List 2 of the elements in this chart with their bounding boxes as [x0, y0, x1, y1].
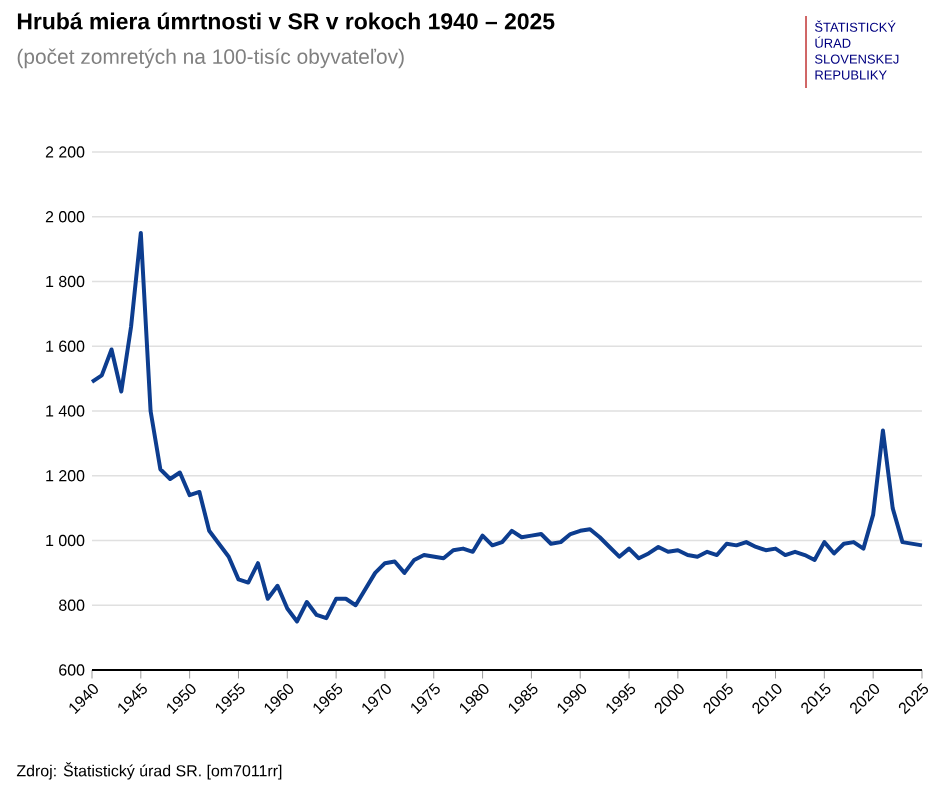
chart-subtitle: (počet zomretých na 100-tisíc obyvateľov) — [17, 48, 404, 69]
chart-title: Hrubá miera úmrtnosti v SR v rokoch 1940 – 2025 — [17, 12, 555, 30]
